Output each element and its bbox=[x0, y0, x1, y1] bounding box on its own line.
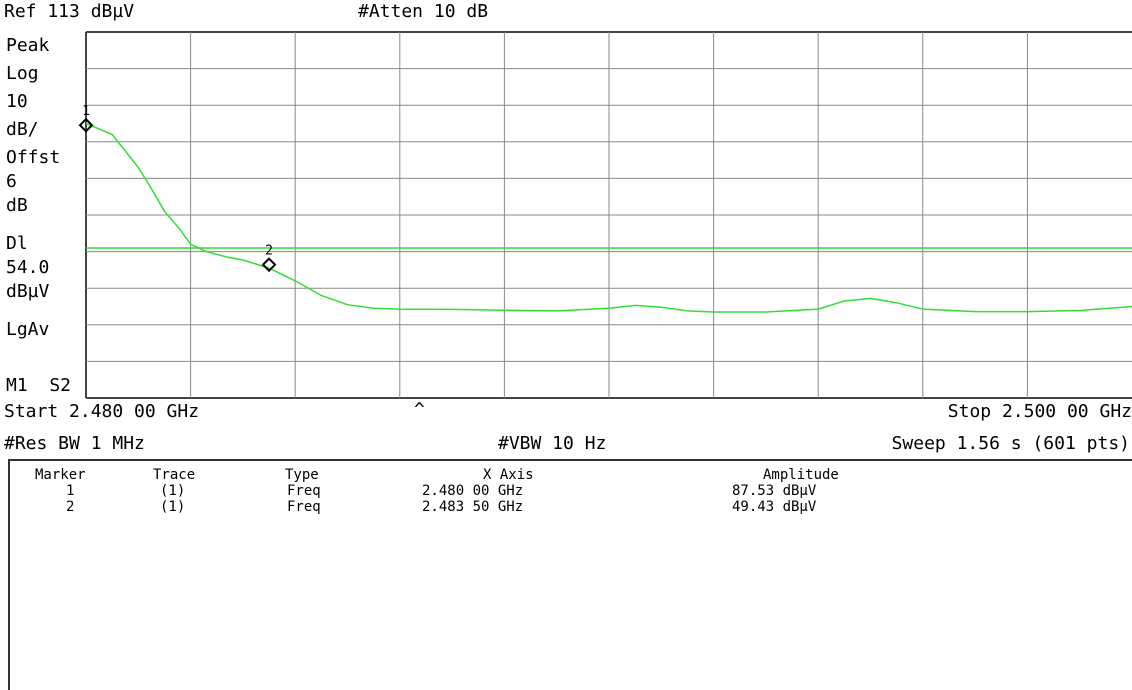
attenuation: #Atten 10 dB bbox=[358, 1, 489, 22]
marker-table: Marker Trace Type X Axis Amplitude 1 (1)… bbox=[8, 459, 1132, 690]
scale-value-label: 10 bbox=[6, 91, 28, 112]
display-line-value: 54.0 bbox=[6, 257, 50, 278]
marker-2-diamond bbox=[261, 257, 277, 273]
row1-amplitude: 87.53 dBµV bbox=[732, 483, 817, 499]
row1-trace: (1) bbox=[160, 483, 186, 499]
stop-frequency: Stop 2.500 00 GHz bbox=[947, 401, 1132, 422]
row1-marker: 1 bbox=[66, 483, 75, 499]
resolution-bandwidth: #Res BW 1 MHz bbox=[4, 433, 145, 454]
row1-type: Freq bbox=[287, 483, 321, 499]
video-bandwidth: #VBW 10 Hz bbox=[498, 433, 607, 454]
sweep-time: Sweep 1.56 s (601 pts) bbox=[891, 433, 1130, 454]
detector-label: Peak bbox=[6, 35, 50, 56]
spectrum-plot: 12 bbox=[78, 31, 1132, 399]
header-trace: Trace bbox=[153, 467, 196, 483]
header-x-axis: X Axis bbox=[483, 467, 534, 483]
header-marker: Marker bbox=[35, 467, 86, 483]
start-frequency: Start 2.480 00 GHz bbox=[4, 401, 200, 422]
marker-1-label: 1 bbox=[82, 104, 90, 119]
header-amplitude: Amplitude bbox=[763, 467, 839, 483]
trace-line bbox=[85, 122, 1132, 313]
center-caret: ^ bbox=[414, 399, 425, 420]
marker-1-diamond bbox=[78, 117, 94, 133]
trace-state-label: M1 S2 bbox=[6, 375, 72, 396]
offset-label: Offst bbox=[6, 147, 61, 168]
row1-x-axis: 2.480 00 GHz bbox=[422, 483, 524, 499]
row2-type: Freq bbox=[287, 499, 321, 515]
ref-level: Ref 113 dBµV bbox=[4, 1, 135, 22]
scale-unit-label: dB/ bbox=[6, 119, 39, 140]
marker-2-label: 2 bbox=[265, 244, 273, 259]
row2-trace: (1) bbox=[160, 499, 186, 515]
display-line-label: Dl bbox=[6, 233, 28, 254]
offset-value: 6 bbox=[6, 171, 17, 192]
scale-type-label: Log bbox=[6, 63, 39, 84]
row2-amplitude: 49.43 dBµV bbox=[732, 499, 817, 515]
row2-marker: 2 bbox=[66, 499, 75, 515]
display-line-unit: dBµV bbox=[6, 281, 50, 302]
average-mode-label: LgAv bbox=[6, 319, 50, 340]
header-type: Type bbox=[285, 467, 319, 483]
row2-x-axis: 2.483 50 GHz bbox=[422, 499, 524, 515]
offset-unit: dB bbox=[6, 195, 28, 216]
